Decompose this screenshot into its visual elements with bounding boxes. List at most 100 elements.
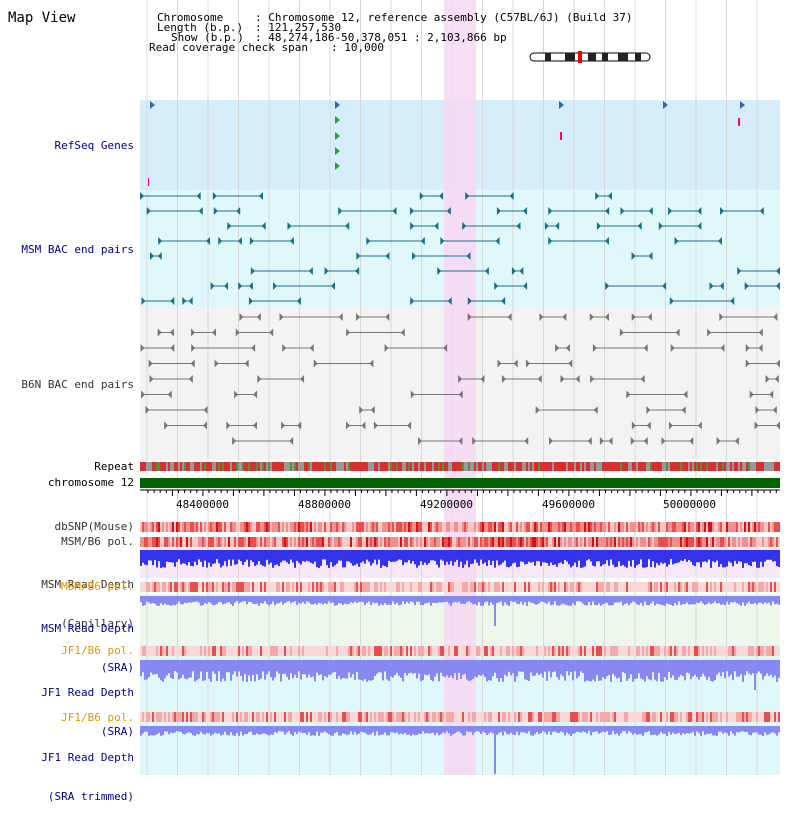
track-label-jf1-b6-pol-1[interactable]: JF1/B6 pol. bbox=[61, 644, 134, 657]
bac-end-marker bbox=[272, 282, 277, 290]
read-depth-bar bbox=[152, 596, 154, 603]
repeat-segment bbox=[514, 462, 516, 471]
polymorphism-heat-cell bbox=[736, 522, 738, 532]
track-label-refseq[interactable]: RefSeq Genes bbox=[54, 139, 134, 152]
polymorphism-heat-cell bbox=[710, 522, 712, 532]
polymorphism-heat-cell bbox=[388, 537, 390, 547]
repeat-segment bbox=[724, 462, 726, 471]
polymorphism-heat-cell bbox=[764, 582, 766, 592]
polymorphism-heat-cell bbox=[690, 646, 692, 656]
read-depth-bar bbox=[464, 550, 466, 565]
read-depth-bar bbox=[324, 726, 326, 732]
polymorphism-heat-cell bbox=[550, 522, 552, 532]
polymorphism-heat-cell bbox=[518, 537, 520, 547]
read-depth-bar bbox=[764, 726, 766, 733]
polymorphism-heat-cell bbox=[278, 712, 280, 722]
read-depth-bar bbox=[422, 596, 424, 606]
polymorphism-heat-cell bbox=[460, 646, 462, 656]
polymorphism-heat-cell bbox=[750, 712, 752, 722]
map-view-panel[interactable]: Map View Chromosome : Chromosome 12, ref… bbox=[0, 0, 800, 803]
polymorphism-heat-cell bbox=[466, 522, 468, 532]
polymorphism-heat-cell bbox=[772, 522, 774, 532]
read-depth-bar bbox=[598, 660, 600, 681]
repeat-segment bbox=[162, 462, 164, 471]
polymorphism-heat-cell bbox=[342, 582, 344, 592]
polymorphism-heat-cell bbox=[312, 522, 314, 532]
track-label-msm-b6-pol-1[interactable]: MSM/B6 pol. bbox=[61, 535, 134, 548]
track-label-repeat[interactable]: Repeat bbox=[94, 460, 134, 473]
read-depth-bar bbox=[208, 660, 210, 679]
read-depth-bar bbox=[314, 726, 316, 736]
track-label-msm-read-depth-sra[interactable]: MSM Read Depth (SRA) bbox=[41, 596, 134, 700]
repeat-segment bbox=[616, 462, 618, 471]
polymorphism-heat-cell bbox=[714, 537, 716, 547]
polymorphism-heat-cell bbox=[222, 582, 224, 592]
read-depth-bar bbox=[680, 726, 682, 736]
read-depth-bar bbox=[644, 550, 646, 568]
polymorphism-heat-cell bbox=[532, 522, 534, 532]
read-depth-bar bbox=[530, 660, 532, 673]
read-depth-bar bbox=[560, 596, 562, 605]
track-label-msm-bac[interactable]: MSM BAC end pairs bbox=[21, 243, 134, 256]
polymorphism-heat-cell bbox=[250, 646, 252, 656]
polymorphism-heat-cell bbox=[594, 537, 596, 547]
polymorphism-heat-cell bbox=[414, 646, 416, 656]
track-label-msm-b6-pol-2[interactable]: MSM/B6 pol. bbox=[61, 580, 134, 593]
polymorphism-heat-cell bbox=[666, 522, 668, 532]
polymorphism-heat-cell bbox=[338, 537, 340, 547]
read-depth-bar bbox=[542, 726, 544, 732]
track-label-msm-read-depth-capillary[interactable]: MSM Read Depth (Capillary) bbox=[41, 552, 134, 656]
polymorphism-heat-cell bbox=[372, 537, 374, 547]
polymorphism-heat-cell bbox=[504, 522, 506, 532]
polymorphism-heat-cell bbox=[244, 712, 246, 722]
genome-track-canvas[interactable] bbox=[0, 0, 800, 775]
polymorphism-heat-cell bbox=[622, 522, 624, 532]
track-label-line: (SRA) bbox=[100, 725, 134, 738]
refseq-gene-marker bbox=[148, 178, 149, 186]
repeat-segment bbox=[248, 462, 250, 471]
read-depth-bar bbox=[296, 550, 298, 561]
read-depth-bar bbox=[682, 726, 684, 733]
polymorphism-heat-cell bbox=[566, 537, 568, 547]
polymorphism-heat-cell bbox=[234, 712, 236, 722]
track-label-dbsnp[interactable]: dbSNP(Mouse) bbox=[54, 520, 134, 533]
polymorphism-heat-cell bbox=[736, 582, 738, 592]
polymorphism-heat-cell bbox=[732, 522, 734, 532]
polymorphism-heat-cell bbox=[750, 582, 752, 592]
read-depth-bar bbox=[762, 660, 764, 680]
polymorphism-heat-cell bbox=[464, 646, 466, 656]
track-label-jf1-read-depth-sra[interactable]: JF1 Read Depth (SRA) bbox=[41, 660, 134, 764]
polymorphism-heat-cell bbox=[218, 537, 220, 547]
read-depth-bar bbox=[164, 596, 166, 604]
read-depth-bar bbox=[266, 660, 268, 675]
polymorphism-heat-cell bbox=[298, 522, 300, 532]
read-depth-bar bbox=[668, 550, 670, 565]
polymorphism-heat-cell bbox=[226, 582, 228, 592]
polymorphism-heat-cell bbox=[396, 537, 398, 547]
read-depth-bar bbox=[228, 550, 230, 560]
track-label-jf1-b6-pol-2[interactable]: JF1/B6 pol. bbox=[61, 711, 134, 724]
read-depth-bar bbox=[364, 596, 366, 606]
polymorphism-heat-cell bbox=[284, 582, 286, 592]
polymorphism-heat-cell bbox=[276, 712, 278, 722]
read-depth-bar bbox=[290, 550, 292, 560]
polymorphism-heat-cell bbox=[574, 582, 576, 592]
read-depth-bar bbox=[302, 660, 304, 675]
read-depth-bar bbox=[654, 726, 656, 735]
polymorphism-heat-cell bbox=[616, 537, 618, 547]
polymorphism-heat-cell bbox=[630, 537, 632, 547]
polymorphism-heat-cell bbox=[300, 712, 302, 722]
read-depth-bar bbox=[228, 660, 230, 673]
repeat-segment bbox=[508, 462, 510, 471]
polymorphism-heat-cell bbox=[214, 646, 216, 656]
track-label-b6n-bac[interactable]: B6N BAC end pairs bbox=[21, 378, 134, 391]
track-label-chromosome[interactable]: chromosome 12 bbox=[47, 476, 134, 489]
read-depth-bar bbox=[280, 596, 282, 602]
repeat-segment bbox=[318, 462, 320, 471]
track-label-jf1-read-depth-trimmed[interactable]: JF1 Read Depth (SRA trimmed) bbox=[41, 725, 134, 829]
polymorphism-heat-cell bbox=[542, 582, 544, 592]
polymorphism-heat-cell bbox=[162, 646, 164, 656]
polymorphism-heat-cell bbox=[200, 522, 202, 532]
polymorphism-heat-cell bbox=[680, 646, 682, 656]
read-depth-bar bbox=[522, 660, 524, 672]
